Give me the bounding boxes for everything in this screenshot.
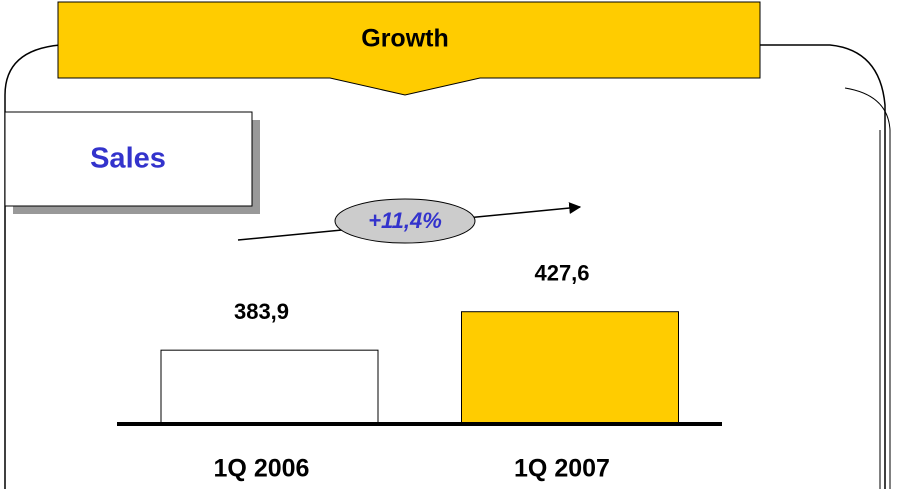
title-banner <box>57 1 761 96</box>
x-tick-label: 1Q 2007 <box>514 455 610 483</box>
bar <box>160 349 379 425</box>
value-label: 427,6 <box>534 261 589 286</box>
annotation: +11,4% <box>368 208 442 233</box>
frame-edge <box>844 87 891 489</box>
chart-subtitle: Sales <box>90 143 166 175</box>
value-label: 383,9 <box>234 299 289 324</box>
chart-title: Growth <box>361 25 449 53</box>
annotation-bubble <box>334 198 476 244</box>
subtitle-box <box>4 111 253 207</box>
bar <box>461 311 679 425</box>
x-tick-label: 1Q 2006 <box>214 455 310 483</box>
